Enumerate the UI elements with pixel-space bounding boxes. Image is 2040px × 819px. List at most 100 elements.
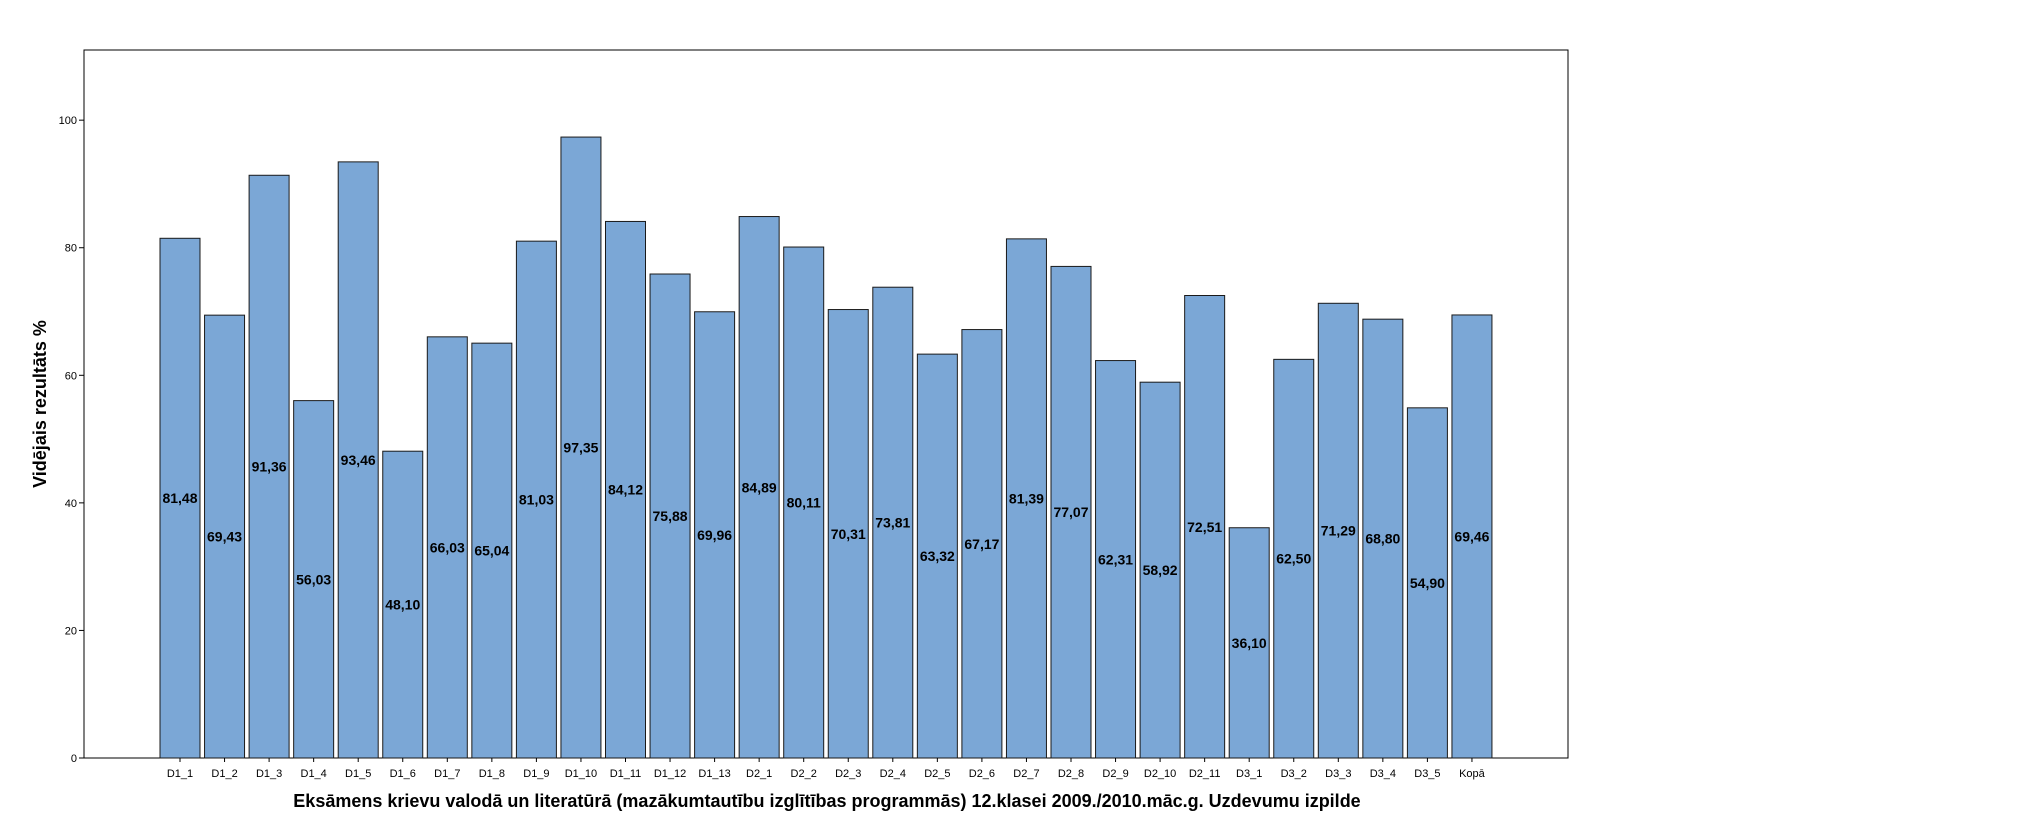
bar	[738, 216, 780, 759]
bar	[605, 220, 646, 759]
data-label: 69,43	[207, 529, 242, 545]
x-tick-label: D1_9	[523, 768, 549, 780]
x-tick-label: D2_3	[835, 768, 861, 780]
data-label: 67,17	[964, 536, 999, 552]
data-label: 69,46	[1454, 528, 1489, 544]
x-tick-label: D3_2	[1281, 768, 1307, 780]
y-tick-label: 20	[65, 625, 77, 637]
x-tick-label: Kopā	[1459, 768, 1486, 780]
bar	[560, 136, 602, 759]
x-tick-label: D1_6	[390, 768, 416, 780]
bar	[1184, 295, 1226, 759]
x-tick-label: D1_4	[301, 768, 327, 780]
data-label: 80,11	[787, 495, 821, 511]
x-axis-title: Eksāmens krievu valodā un literatūrā (ma…	[293, 791, 1360, 811]
data-label: 72,51	[1187, 519, 1222, 535]
data-label: 91,36	[252, 459, 287, 475]
data-label: 81,48	[162, 490, 197, 506]
data-label: 71,29	[1321, 523, 1356, 539]
data-labels-group: 81,48 69,43 91,36 56,03 93,46 48,10 66,03 65,04…	[162, 440, 1489, 651]
y-tick-label: 60	[65, 370, 77, 382]
data-label: 36,10	[1232, 635, 1267, 651]
x-axis-tick-labels: D1_1 D1_2 D1_3 D1_4 D1_5 D1_6 D1_7 D1_8 D1_9 D1_1…	[167, 758, 1486, 780]
data-label: 54,90	[1410, 575, 1445, 591]
data-label: 81,03	[519, 492, 554, 508]
bar	[1005, 238, 1047, 759]
bar	[1273, 358, 1315, 759]
x-tick-label: D1_13	[698, 768, 730, 780]
data-label: 63,32	[920, 548, 955, 564]
x-tick-label: D2_4	[880, 768, 906, 780]
data-label: 56,03	[296, 571, 331, 587]
data-label: 84,89	[742, 479, 777, 495]
x-tick-label: D2_9	[1102, 768, 1128, 780]
bar	[694, 311, 736, 759]
x-tick-label: D1_11	[610, 768, 642, 780]
x-tick-label: D3_1	[1236, 768, 1262, 780]
bar	[159, 237, 201, 759]
x-tick-label: D1_10	[565, 768, 597, 780]
data-label: 75,88	[653, 508, 688, 524]
data-label: 48,10	[385, 597, 420, 613]
bar	[337, 161, 379, 759]
bar	[1228, 527, 1270, 759]
bar	[1317, 302, 1359, 759]
bar	[1451, 314, 1493, 759]
x-tick-label: D1_2	[211, 768, 237, 780]
data-label: 62,31	[1098, 551, 1133, 567]
x-tick-label: D3_5	[1414, 768, 1440, 780]
data-label: 81,39	[1009, 490, 1044, 506]
x-tick-label: D1_1	[167, 768, 193, 780]
data-label: 77,07	[1053, 504, 1088, 520]
y-tick-label: 40	[65, 498, 77, 510]
data-label: 69,96	[697, 527, 732, 543]
x-tick-label: D2_5	[924, 768, 950, 780]
bar	[783, 246, 825, 759]
x-tick-label: D1_8	[479, 768, 505, 780]
bar	[515, 240, 557, 759]
x-tick-label: D3_3	[1325, 768, 1351, 780]
bar	[872, 286, 914, 759]
data-label: 70,31	[831, 526, 866, 542]
bar	[827, 309, 869, 759]
bar	[961, 329, 1003, 759]
data-label: 84,12	[608, 482, 643, 498]
y-tick-label: 0	[71, 753, 77, 765]
bar	[204, 314, 246, 759]
data-label: 58,92	[1143, 562, 1178, 578]
x-tick-label: D1_3	[256, 768, 282, 780]
bar	[1139, 381, 1181, 759]
x-tick-label: D2_2	[791, 768, 817, 780]
data-label: 73,81	[875, 515, 910, 531]
bar	[1095, 360, 1137, 759]
x-tick-label: D2_7	[1013, 768, 1039, 780]
data-label: 93,46	[341, 452, 376, 468]
data-label: 62,50	[1276, 551, 1311, 567]
x-tick-label: D2_6	[969, 768, 995, 780]
y-axis-title: Vidējais rezultāts %	[30, 320, 50, 488]
data-label: 65,04	[474, 543, 509, 559]
bar	[293, 400, 335, 759]
y-tick-label: 80	[65, 243, 77, 255]
bar	[426, 336, 468, 759]
x-tick-label: D1_5	[345, 768, 371, 780]
y-axis: 0 20 40 60 80 100	[59, 115, 84, 765]
x-tick-label: D2_11	[1189, 768, 1221, 780]
x-tick-label: D1_12	[654, 768, 686, 780]
bar	[1050, 265, 1092, 759]
x-tick-label: D2_8	[1058, 768, 1084, 780]
x-tick-label: D3_4	[1370, 768, 1396, 780]
data-label: 68,80	[1365, 531, 1400, 547]
bar	[382, 450, 424, 759]
x-tick-label: D2_10	[1144, 768, 1176, 780]
bar	[649, 273, 691, 759]
bar	[1406, 407, 1448, 759]
x-tick-label: D2_1	[746, 768, 772, 780]
y-tick-label: 100	[59, 115, 77, 127]
data-label: 66,03	[430, 539, 465, 555]
bar	[916, 353, 958, 759]
x-tick-label: D1_7	[434, 768, 460, 780]
bars-group	[159, 136, 1493, 759]
data-label: 97,35	[563, 440, 598, 456]
